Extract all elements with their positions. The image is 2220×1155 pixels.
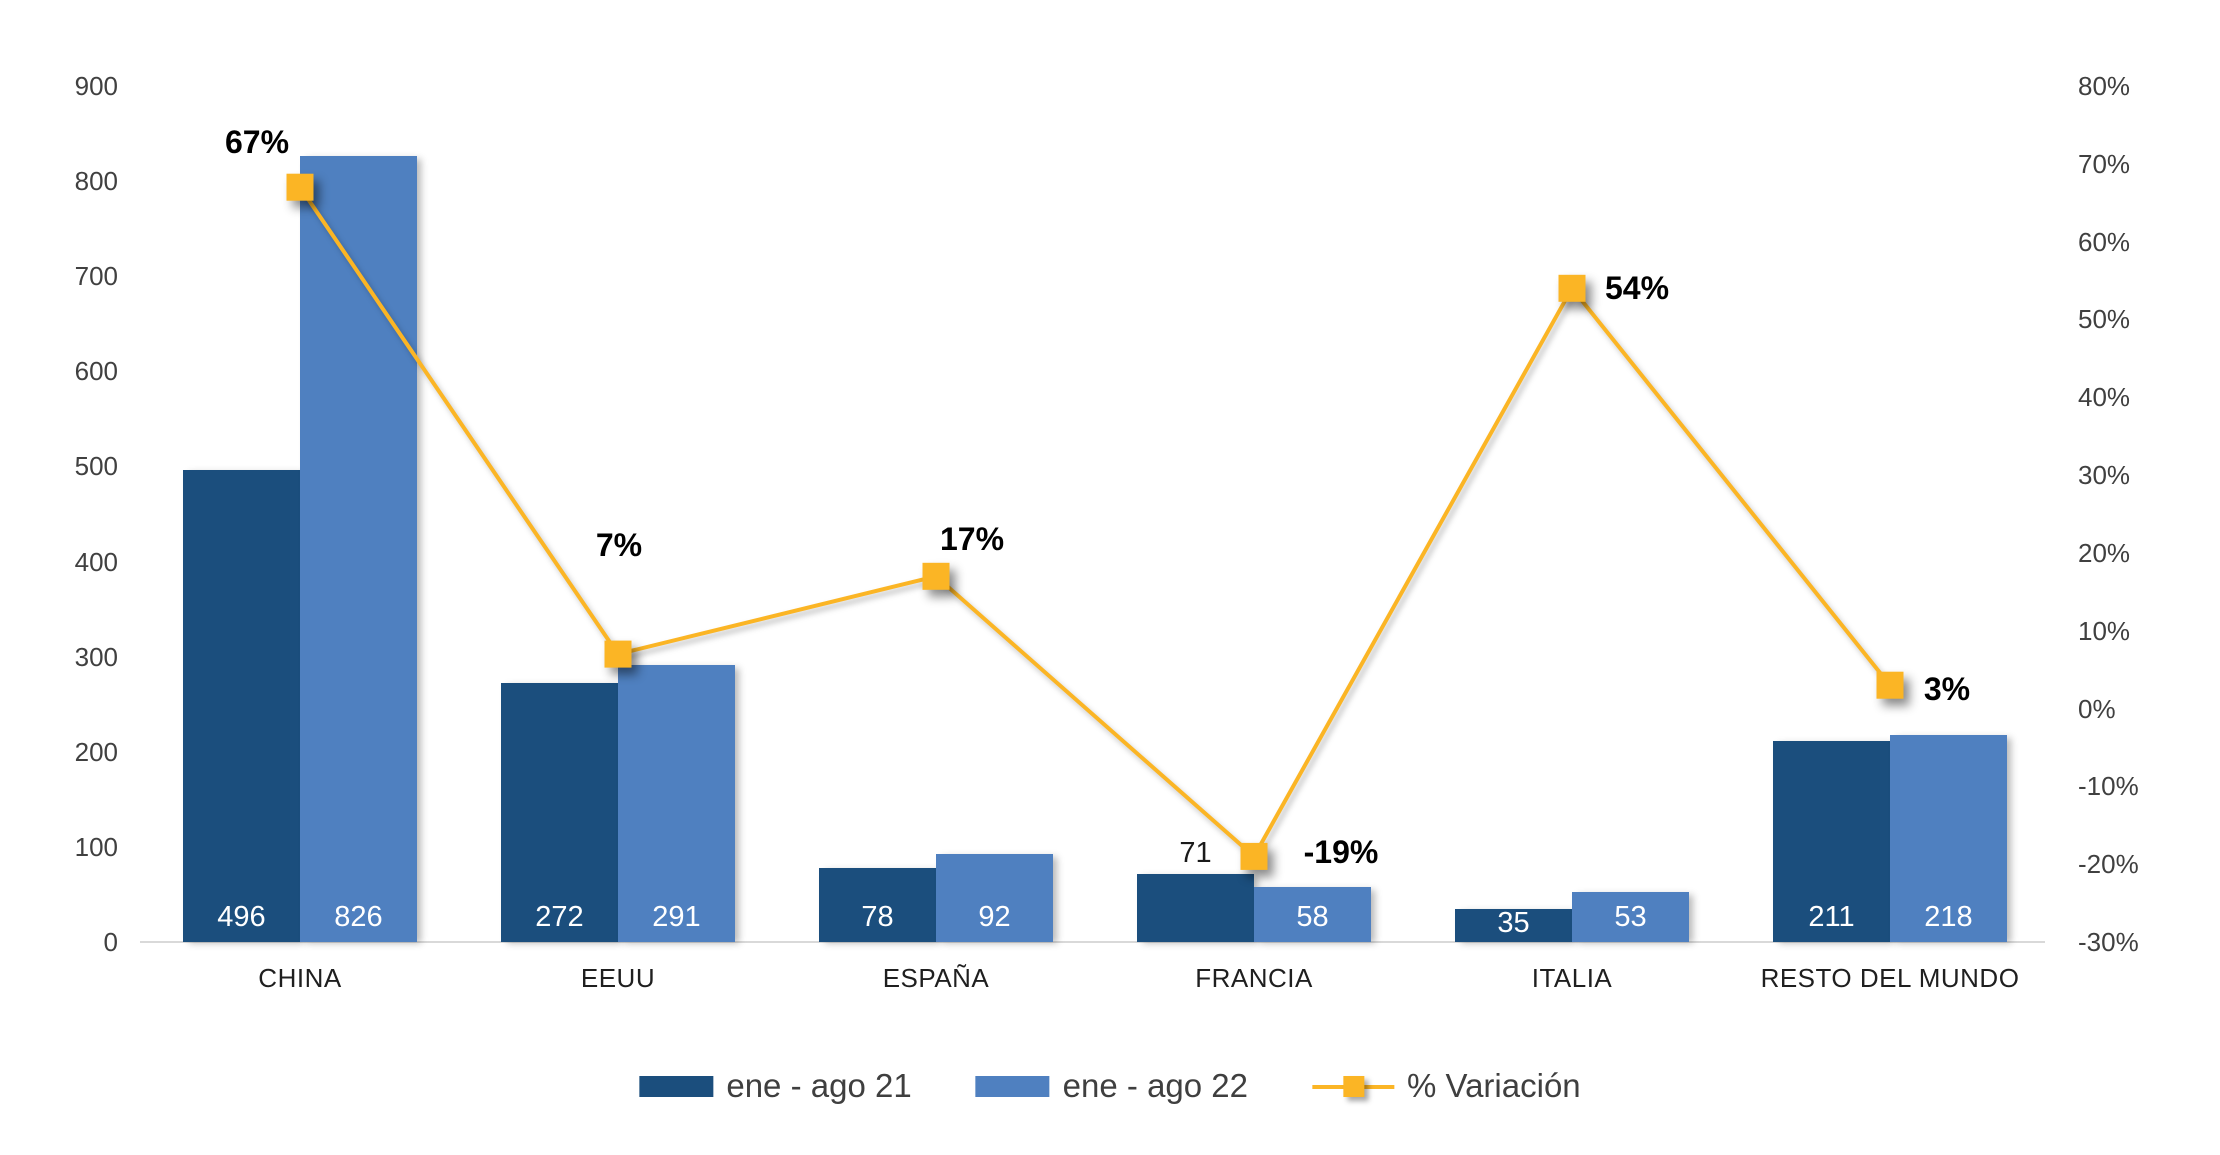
left-axis-tick: 700	[74, 261, 118, 292]
bar-value-label: 218	[1924, 901, 1973, 933]
legend-item-variacion: % Variación	[1312, 1066, 1581, 1106]
bar-value-label: 291	[652, 901, 701, 933]
right-axis-tick: 50%	[2078, 304, 2131, 335]
category-label-china: CHINA	[258, 963, 342, 993]
bar-ene-ago-21-resto-del-mundo	[1773, 741, 1890, 942]
variation-point-label: 7%	[595, 527, 643, 564]
variation-point-label: 17%	[939, 521, 1005, 558]
legend-line-square-marker	[1343, 1075, 1365, 1097]
category-label-eeuu: EEUU	[580, 963, 656, 993]
left-axis-tick: 600	[74, 356, 118, 387]
legend-item-ene-ago-22: ene - ago 22	[975, 1066, 1249, 1106]
bar-ene-ago-22-eeuu	[618, 665, 735, 942]
variation-point-label: 54%	[1604, 270, 1670, 307]
bar-ene-ago-22-francia	[1254, 886, 1371, 942]
bar-value-label: 35	[1497, 906, 1530, 939]
right-axis-tick: 0%	[2078, 693, 2116, 724]
right-axis-tick: 10%	[2078, 615, 2131, 646]
x-axis-line	[140, 941, 2045, 943]
legend-swatch-ene-ago-21	[639, 1075, 714, 1097]
category-label-italia: ITALIA	[1531, 963, 1613, 993]
legend-label-ene-ago-21: ene - ago 21	[726, 1067, 912, 1104]
bar-ene-ago-22-resto-del-mundo	[1890, 734, 2007, 942]
right-axis-tick: 60%	[2078, 226, 2131, 257]
variation-marker-italia	[1558, 274, 1586, 302]
right-axis-tick: 70%	[2078, 148, 2131, 179]
legend-item-ene-ago-21: ene - ago 21	[639, 1066, 912, 1106]
variation-point-label: 3%	[1923, 671, 1971, 708]
legend-swatch-ene-ago-22	[975, 1075, 1050, 1097]
variation-marker-resto-del-mundo	[1876, 671, 1904, 699]
bar-ene-ago-22-italia	[1572, 891, 1689, 942]
bar-value-label: 58	[1296, 901, 1329, 933]
category-label-espa-a: ESPAÑA	[882, 963, 990, 993]
variation-point-label: 67%	[224, 124, 290, 161]
bar-value-label: 496	[217, 901, 266, 933]
variation-marker-eeuu	[604, 640, 632, 668]
left-axis-tick: 500	[74, 451, 118, 482]
bar-ene-ago-21-italia	[1455, 908, 1572, 942]
legend-label-ene-ago-22: ene - ago 22	[1062, 1067, 1249, 1104]
variation-point-label: -19%	[1303, 834, 1379, 871]
left-axis-tick: 400	[74, 546, 118, 577]
chart-legend: ene - ago 21 ene - ago 22 % Variación	[639, 1066, 1581, 1106]
bar-ene-ago-21-china	[183, 470, 300, 942]
right-axis-tick: -10%	[2078, 771, 2139, 802]
bar-value-label: 92	[978, 901, 1011, 933]
right-axis-tick: -20%	[2078, 849, 2139, 880]
bar-value-label: 826	[334, 901, 383, 933]
left-axis-tick: 800	[74, 166, 118, 197]
bar-ene-ago-22-china	[300, 156, 417, 942]
right-axis-tick: -30%	[2078, 927, 2139, 957]
bar-value-label: 78	[861, 901, 894, 933]
legend-line-marker-icon	[1312, 1075, 1395, 1097]
bar-ene-ago-21-espa-a	[819, 867, 936, 942]
left-axis-tick: 0	[103, 927, 118, 957]
right-axis-tick: 30%	[2078, 460, 2131, 491]
variation-marker-china	[286, 173, 314, 201]
bar-value-label: 71	[1179, 837, 1212, 870]
bar-value-label: 211	[1808, 901, 1855, 933]
variation-marker-francia	[1240, 842, 1268, 870]
right-axis-tick: 20%	[2078, 537, 2131, 568]
bar-value-label: 53	[1614, 901, 1647, 933]
bar-value-label: 272	[535, 901, 584, 933]
variation-line	[298, 186, 1892, 860]
bar-ene-ago-22-espa-a	[936, 854, 1053, 942]
variation-marker-espa-a	[922, 562, 950, 590]
category-label-francia: FRANCIA	[1195, 963, 1313, 993]
legend-label-variacion: % Variación	[1407, 1067, 1581, 1104]
category-label-resto-del-mundo: RESTO DEL MUNDO	[1760, 963, 2020, 993]
left-axis-tick: 900	[74, 71, 118, 101]
right-axis-tick: 80%	[2078, 71, 2131, 101]
bar-ene-ago-21-eeuu	[501, 683, 618, 942]
left-axis-tick: 100	[74, 831, 118, 862]
left-axis-tick: 200	[74, 736, 118, 767]
right-axis-tick: 40%	[2078, 382, 2131, 413]
bar-ene-ago-21-francia	[1137, 874, 1254, 942]
left-axis-tick: 300	[74, 641, 118, 672]
